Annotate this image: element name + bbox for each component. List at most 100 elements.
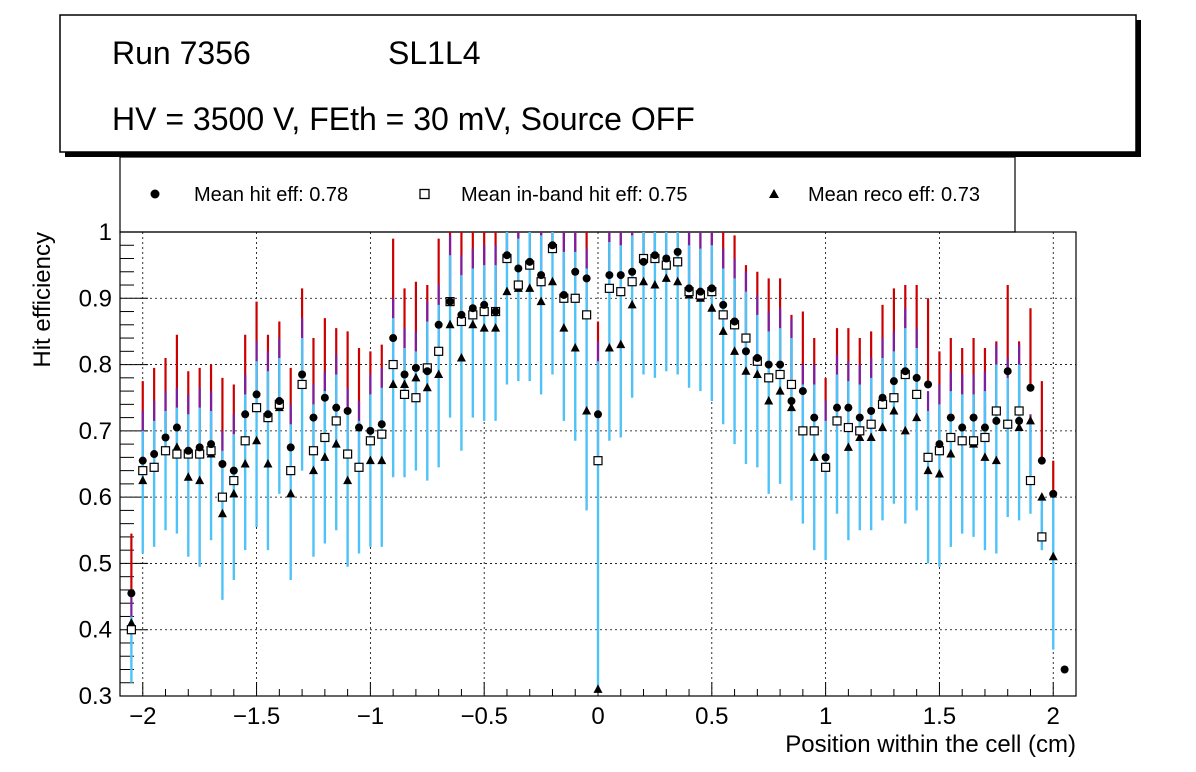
inband-point — [866, 419, 876, 429]
reco-point — [388, 379, 398, 388]
reco-point — [570, 343, 580, 352]
inband-point — [365, 436, 375, 446]
y-tick-label: 0.8 — [79, 352, 112, 379]
reco-point — [1048, 551, 1058, 561]
reco-point — [980, 452, 990, 461]
reco-point — [502, 286, 512, 296]
hit-point — [1015, 416, 1024, 425]
hit-point — [207, 440, 216, 449]
hit-point — [924, 380, 933, 389]
hit-point — [332, 403, 341, 412]
reco-point — [1037, 492, 1047, 501]
reco-point — [229, 488, 239, 498]
reco-point — [866, 432, 876, 441]
hit-point — [912, 373, 921, 382]
hit-point — [514, 264, 523, 273]
inband-point — [582, 310, 592, 320]
hit-point — [525, 257, 534, 266]
inband-point — [912, 389, 922, 399]
reco-point — [343, 475, 353, 485]
y-axis-label: Hit efficiency — [29, 232, 56, 368]
inband-point — [980, 432, 990, 443]
hit-point — [855, 413, 864, 422]
legend-frame — [119, 156, 1016, 233]
legend-hit-marker — [150, 189, 160, 199]
hit-point — [1037, 456, 1046, 465]
hit-point — [559, 290, 568, 299]
hit-point — [320, 393, 329, 402]
y-tick-label: 0.5 — [79, 550, 112, 577]
reco-point — [843, 442, 853, 451]
reco-point — [1025, 415, 1035, 425]
x-tick-label: 1 — [819, 703, 832, 730]
reco-point — [707, 303, 717, 312]
hit-point — [468, 304, 477, 313]
inband-point — [1003, 419, 1013, 429]
inband-point — [1037, 532, 1047, 542]
inband-point — [798, 426, 808, 436]
legend-inband-marker — [419, 188, 430, 200]
inband-point — [297, 379, 307, 390]
hit-point — [753, 353, 762, 362]
inband-point — [172, 449, 182, 459]
inband-point — [923, 452, 933, 462]
hit-point — [138, 456, 147, 465]
reco-point — [547, 276, 557, 286]
reco-point — [593, 684, 603, 693]
inband-point — [570, 293, 580, 303]
hit-point — [1003, 367, 1012, 376]
hit-point — [980, 423, 989, 432]
x-tick-label: 1.5 — [923, 703, 956, 730]
hit-point — [263, 410, 272, 419]
hit-point — [969, 413, 978, 422]
reco-point — [286, 488, 296, 498]
reco-point — [525, 283, 535, 292]
hit-point — [889, 377, 898, 386]
hit-point — [172, 423, 181, 432]
reco-point — [730, 346, 740, 355]
hit-point — [776, 360, 785, 369]
reco-point — [479, 323, 489, 332]
reco-point — [559, 323, 569, 332]
hit-point — [741, 347, 750, 356]
reco-point — [217, 508, 227, 518]
reco-point — [263, 459, 273, 468]
reco-point — [468, 319, 478, 329]
x-tick-label: 2 — [1047, 703, 1060, 730]
inband-point — [968, 436, 979, 446]
run-label: Run 7356 — [112, 35, 251, 71]
hit-point — [1026, 383, 1035, 392]
reco-point — [912, 412, 922, 422]
inband-point — [718, 310, 728, 320]
hit-point — [491, 307, 500, 316]
hit-point — [457, 310, 466, 319]
hit-point — [867, 406, 876, 415]
hit-point — [161, 433, 170, 442]
header-box-frame — [59, 14, 1137, 153]
reco-point — [138, 475, 148, 485]
hit-point — [673, 247, 682, 256]
x-tick-label: −0.5 — [460, 703, 507, 730]
conditions-label: HV = 3500 V, FEth = 30 mV, Source OFF — [112, 101, 695, 137]
inband-point — [320, 432, 330, 443]
reco-point — [650, 280, 660, 289]
x-tick-label: −2 — [129, 703, 156, 730]
reco-point — [308, 465, 318, 475]
error-bars — [130, 232, 1055, 690]
reco-point — [764, 396, 774, 405]
hit-point — [605, 271, 614, 280]
hit-point — [582, 274, 591, 283]
hit-point — [411, 363, 420, 372]
inband-point — [149, 462, 159, 472]
reco-point — [661, 273, 671, 282]
hit-point — [400, 370, 409, 379]
inband-point — [821, 462, 831, 472]
reco-point — [855, 432, 865, 441]
reco-point — [411, 372, 421, 382]
inband-point — [1025, 475, 1036, 486]
reco-point — [331, 439, 341, 448]
hit-point — [377, 420, 386, 429]
reco-point — [889, 405, 899, 415]
reco-point — [718, 326, 728, 335]
reco-point — [536, 296, 546, 306]
